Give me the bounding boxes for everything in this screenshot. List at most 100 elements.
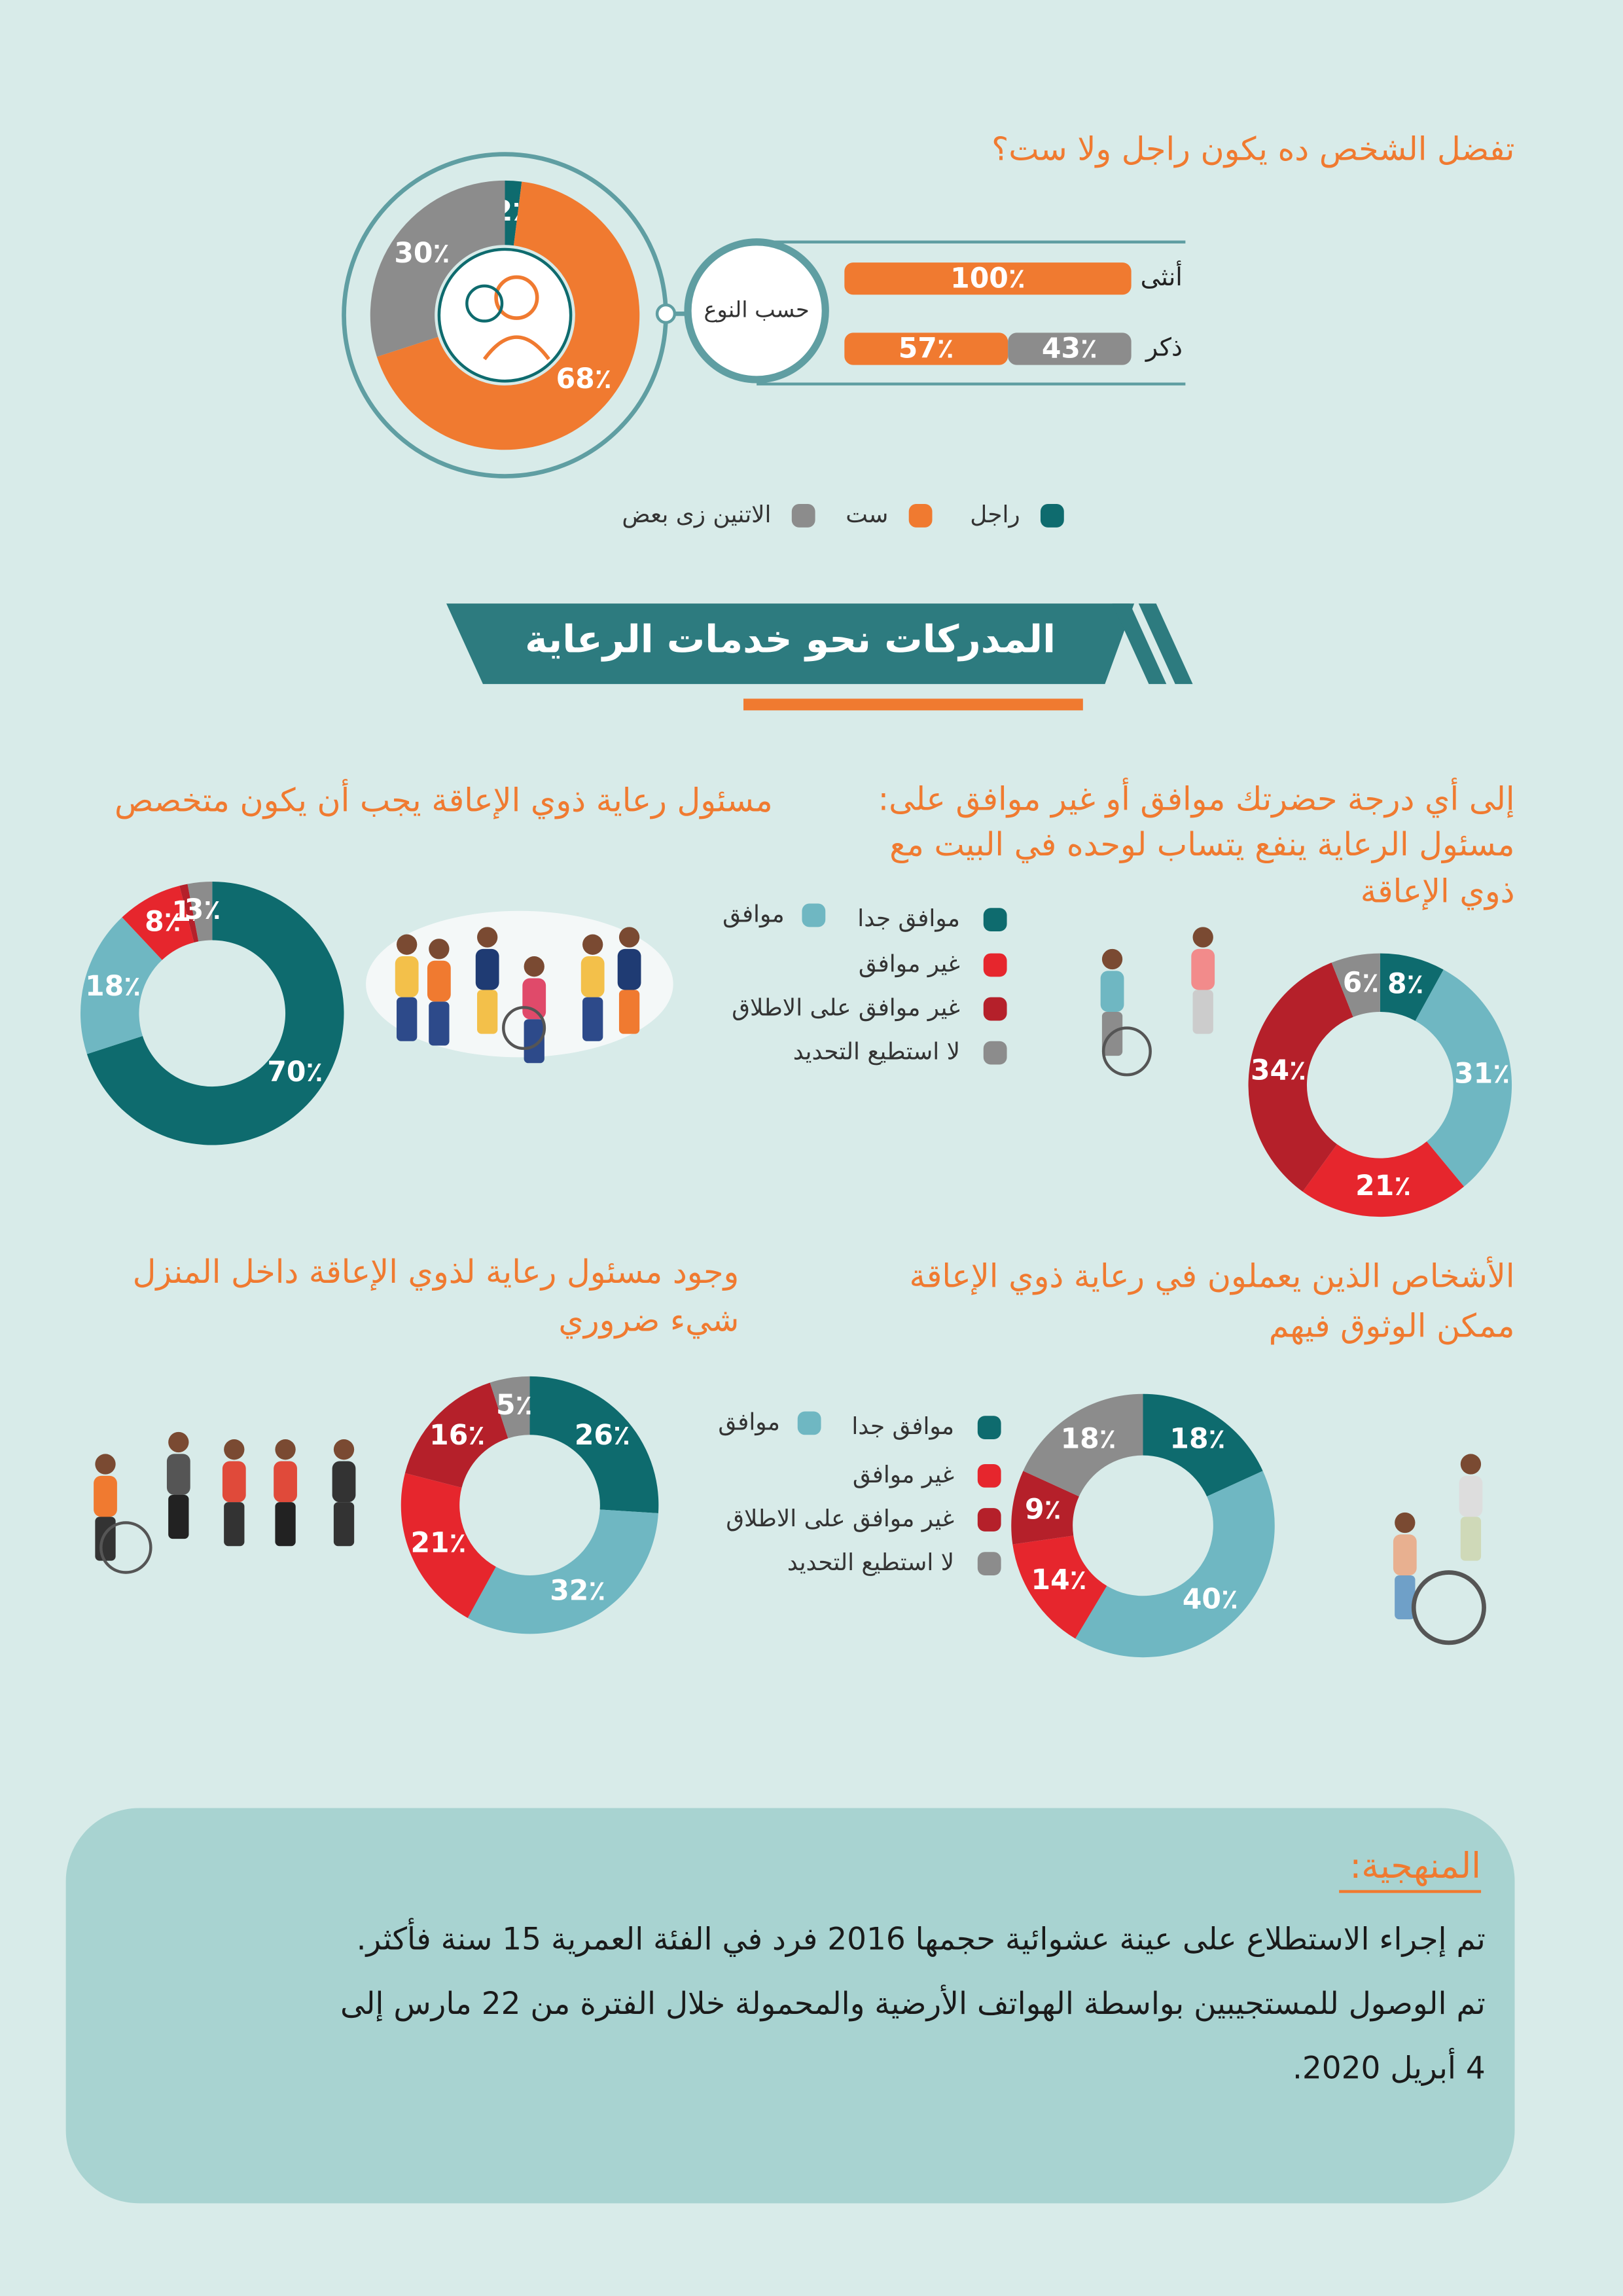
bar-title-circle (684, 238, 829, 384)
legend-label: موافق (718, 1408, 780, 1435)
value-label: 34٪ (1251, 1055, 1306, 1087)
illustration (1101, 948, 1123, 970)
bar-segment (844, 262, 1132, 295)
illustration (1395, 1575, 1416, 1620)
value-label: 18٪ (1061, 1424, 1116, 1456)
value-label: 16٪ (429, 1420, 485, 1452)
donut-segment (1075, 1471, 1275, 1658)
illustration (168, 1431, 189, 1453)
illustration (522, 978, 546, 1020)
legend-label: موافق (722, 901, 785, 927)
donut-segment (467, 1509, 658, 1634)
legend-swatch (983, 1041, 1007, 1065)
value-label: 18٪ (85, 971, 141, 1003)
donut-segment (1415, 969, 1512, 1187)
illustration (99, 1521, 152, 1574)
value-label: 3٪ (185, 894, 221, 926)
legend-swatch (1040, 504, 1064, 528)
illustration (1101, 1026, 1152, 1077)
donut-segment (404, 1382, 508, 1488)
value-label: 100٪ (950, 262, 1026, 295)
donut-segment (376, 181, 640, 450)
section-banner (446, 603, 1135, 685)
value-label: 32٪ (550, 1575, 605, 1607)
donut-segment (1380, 953, 1444, 1021)
legend-label: غير موافق (853, 1462, 954, 1488)
illustration (333, 1502, 355, 1547)
illustration (1393, 1534, 1417, 1575)
illustration (1192, 990, 1213, 1034)
donut-segment (122, 886, 194, 960)
category-label: أنثى (1141, 260, 1183, 291)
illustration (582, 997, 603, 1041)
chart-title: مسئول الرعاية ينفع يتساب لوحده في البيت … (889, 825, 1514, 863)
value-label: 8٪ (145, 906, 181, 939)
icon-body (482, 335, 550, 361)
category-label: ذكر (1145, 333, 1183, 363)
donut-segment (490, 1376, 530, 1439)
illustration (397, 934, 418, 955)
chart-title: مسئول رعاية ذوي الإعاقة يجب أن يكون متخص… (115, 780, 773, 819)
illustration (333, 1439, 355, 1460)
donut-segment (401, 1473, 496, 1619)
bar-segment (844, 332, 1008, 365)
value-label: 57٪ (899, 333, 954, 365)
legend-label: غير موافق على الاطلاق (726, 1505, 954, 1532)
illustration (502, 1006, 546, 1050)
donut-segment (187, 882, 213, 942)
illustration (1192, 927, 1213, 948)
illustration (580, 956, 605, 997)
value-label: 8٪ (1387, 969, 1423, 1001)
donut-segment (1011, 1471, 1079, 1545)
methodology-box (65, 1808, 1515, 2204)
donut-segment (529, 1376, 659, 1514)
donut-segment (1023, 1393, 1143, 1497)
chart-title: ممكن الوثوق فيهم (1269, 1307, 1515, 1345)
illustration (95, 1516, 116, 1561)
legend-swatch (802, 903, 826, 927)
legend-label: موافق جدا (857, 905, 960, 932)
value-label: 18٪ (1169, 1424, 1225, 1456)
illustration (1460, 1516, 1482, 1561)
legend-swatch (797, 1411, 821, 1435)
value-label: 31٪ (1454, 1058, 1510, 1090)
donut-segment (179, 884, 199, 942)
value-label: 21٪ (410, 1528, 466, 1560)
illustration (1460, 1454, 1482, 1475)
illustration (224, 1439, 245, 1460)
donut-segment (505, 180, 522, 246)
illustration (168, 1494, 189, 1539)
donut-segment (370, 180, 505, 357)
legend-label: لا استطيع التحديد (793, 1039, 960, 1066)
illustration (582, 934, 603, 955)
donut-segment (1248, 962, 1353, 1192)
illustration (618, 927, 640, 948)
illustration (429, 1001, 450, 1046)
banner-stripe (1138, 603, 1193, 685)
icon-head (494, 275, 539, 320)
illustration (524, 956, 544, 977)
chart-title: الأشخاص الذين يعملون في رعاية ذوي الإعاق… (910, 1256, 1515, 1295)
legend-label: راجل (970, 501, 1020, 528)
illustration (475, 948, 499, 990)
chart-title: شيء ضروري (558, 1301, 739, 1339)
value-label: 6٪ (1343, 967, 1379, 999)
legend-label: غير موافق على الاطلاق (732, 995, 960, 1022)
legend-label: ست (846, 501, 888, 528)
chart-title: ذوي الإعاقة (1361, 872, 1515, 910)
illustration (397, 997, 418, 1041)
illustration (332, 1461, 356, 1503)
donut-segment (86, 882, 344, 1145)
bar-frame (757, 240, 1186, 386)
legend-label: غير موافق (859, 950, 960, 977)
legend-label: الاتنين زى بعض (622, 501, 771, 528)
section-title: المدركات نحو خدمات الرعاية (525, 617, 1056, 662)
bar-segment (1008, 332, 1132, 365)
donut-segment (80, 917, 162, 1054)
icon-head (465, 284, 504, 323)
illustration (427, 960, 451, 1002)
banner-underline (743, 698, 1083, 711)
legend-swatch (977, 1464, 1001, 1488)
